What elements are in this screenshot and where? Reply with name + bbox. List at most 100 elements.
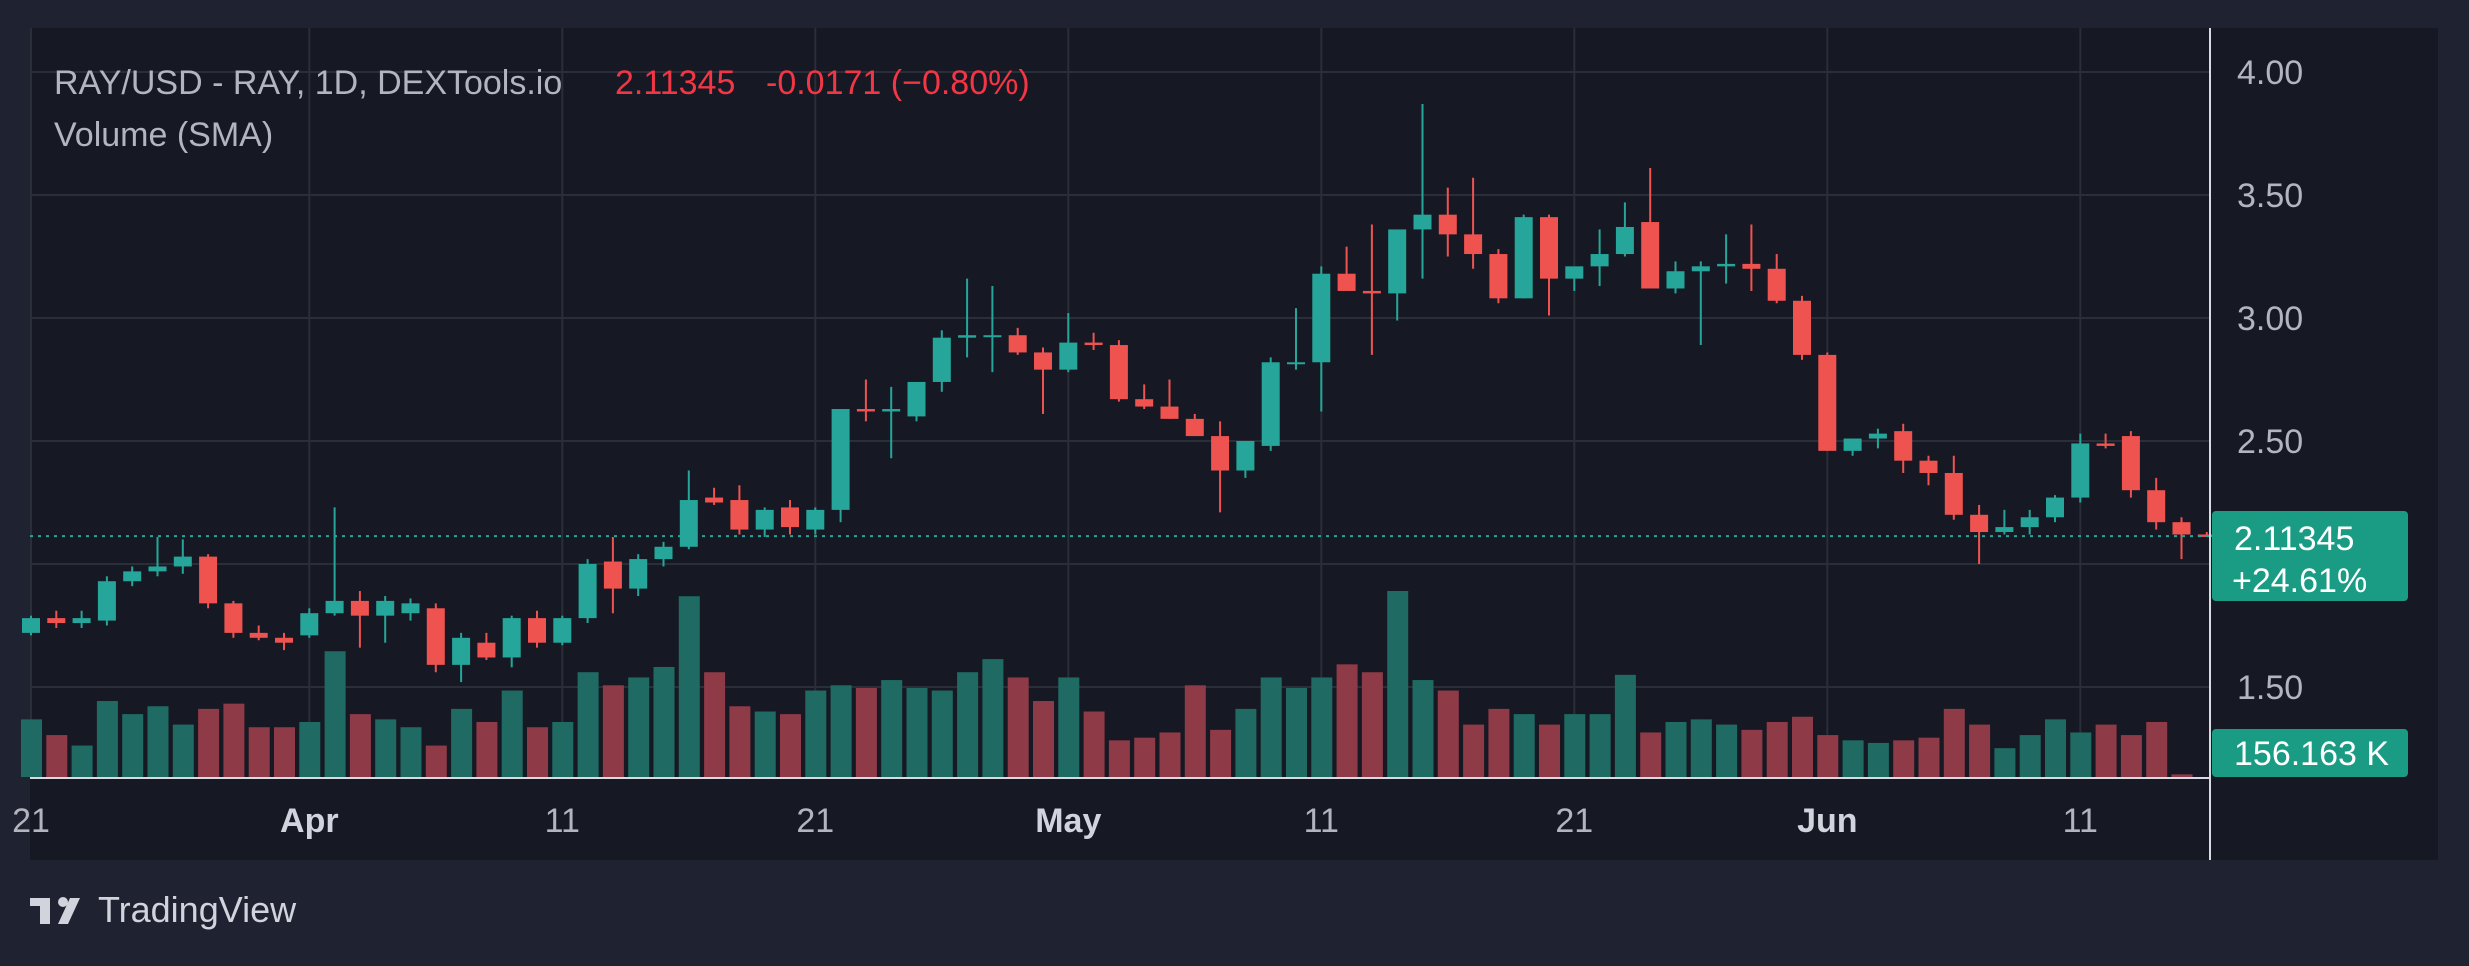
volume-bar: [577, 672, 599, 777]
volume-bar: [1766, 721, 1788, 777]
candle-body: [1793, 300, 1811, 355]
candle: [1185, 413, 1204, 437]
candle: [1084, 332, 1103, 350]
volume-bar: [552, 721, 574, 777]
volume-bar: [299, 721, 321, 777]
volume-bar: [451, 708, 473, 777]
candle: [2046, 495, 2064, 523]
volume-bar: [957, 672, 979, 777]
volume-bar: [1033, 701, 1054, 777]
volume-bar: [1513, 714, 1535, 777]
candle-body: [2020, 517, 2039, 528]
header-change: -0.0171 (−0.80%): [766, 64, 1030, 102]
volume-bar: [1918, 737, 1940, 777]
candle: [781, 500, 799, 535]
legend: RAY/USD - RAY, 1D, DEXTools.io 2.11345 -…: [54, 64, 1030, 154]
candle-body: [1438, 214, 1457, 235]
volume-bar: [1690, 719, 1712, 777]
volume-bar: [678, 596, 700, 777]
candle-body: [1008, 335, 1027, 353]
volume-bar: [1159, 732, 1181, 777]
candle: [1565, 266, 1584, 291]
candle-body: [1514, 217, 1533, 299]
x-tick-label: 21: [796, 802, 834, 840]
candlesticks: [22, 103, 2216, 683]
candle: [1362, 224, 1381, 355]
candle: [325, 507, 344, 616]
volume-bar: [1488, 708, 1510, 777]
candle-body: [2071, 443, 2090, 498]
candle-body: [1615, 226, 1634, 255]
candle-body: [1691, 266, 1710, 272]
candle: [1008, 327, 1027, 355]
volume-bar: [1437, 690, 1459, 777]
volume-bar: [2045, 719, 2066, 777]
candle: [1641, 167, 1660, 289]
candle-body: [452, 637, 471, 665]
candle: [1438, 187, 1457, 257]
y-tick-label: 3.00: [2237, 300, 2303, 338]
candle: [173, 539, 192, 574]
candle-body: [22, 618, 40, 633]
candle-body: [856, 409, 875, 412]
candle: [958, 278, 977, 358]
tradingview-logo-icon: [30, 897, 80, 924]
candle-body: [1565, 266, 1584, 279]
volume-bar: [122, 714, 144, 777]
header-price: 2.11345: [615, 64, 735, 102]
volume-bar: [1817, 735, 1839, 777]
candle: [2071, 433, 2090, 503]
candle: [1793, 295, 1811, 360]
volume-bar: [1361, 672, 1383, 777]
volume-bar: [1842, 740, 1864, 777]
candle: [47, 610, 66, 628]
candle: [452, 632, 471, 683]
candle-body: [882, 409, 901, 412]
candle-body: [1641, 222, 1660, 289]
candle-body: [72, 618, 91, 624]
candle-body: [1287, 362, 1305, 365]
tradingview-logo[interactable]: TradingView: [30, 889, 297, 930]
volume-bar: [1235, 708, 1257, 777]
candle-body: [2046, 497, 2064, 518]
candle-body: [1894, 431, 1913, 461]
candle: [654, 541, 673, 567]
volume-bar: [21, 719, 42, 777]
price-axis: 4.00 3.50 3.00 2.50 1.50: [2237, 54, 2303, 707]
volume-badge: 156.163 K: [2212, 729, 2408, 777]
candle-body: [1464, 234, 1483, 255]
volume-bar: [1665, 721, 1687, 777]
volume-bar: [1286, 687, 1307, 777]
volume-bar: [906, 687, 928, 777]
candle: [806, 507, 825, 535]
candle: [1135, 384, 1154, 410]
volume-bar: [172, 724, 194, 777]
candle-body: [1540, 217, 1558, 279]
candle: [1034, 347, 1052, 414]
volume-bar: [274, 727, 295, 777]
volume-bar: [1260, 677, 1282, 777]
volume-bar: [855, 687, 877, 777]
x-tick-label: 11: [2063, 802, 2098, 840]
candle: [755, 507, 774, 537]
candle: [1514, 214, 1533, 299]
volume-bar: [982, 659, 1004, 777]
candle-body: [1868, 433, 1887, 439]
candle: [123, 566, 142, 587]
volume-bar: [830, 685, 852, 777]
candle-body: [2096, 443, 2115, 446]
candle-body: [173, 556, 192, 567]
candle-body: [502, 618, 521, 658]
candle-body: [376, 600, 395, 616]
candle-body: [1413, 214, 1432, 230]
candle: [856, 379, 875, 422]
candle: [705, 487, 724, 505]
volume-bar: [324, 651, 346, 777]
volume-bar: [628, 677, 650, 777]
candle: [1337, 246, 1356, 291]
tradingview-wordmark: TradingView: [98, 889, 297, 930]
candle-body: [1489, 254, 1508, 299]
volume-bar: [1083, 711, 1105, 777]
candle: [477, 632, 496, 660]
volume-bar: [248, 727, 270, 777]
